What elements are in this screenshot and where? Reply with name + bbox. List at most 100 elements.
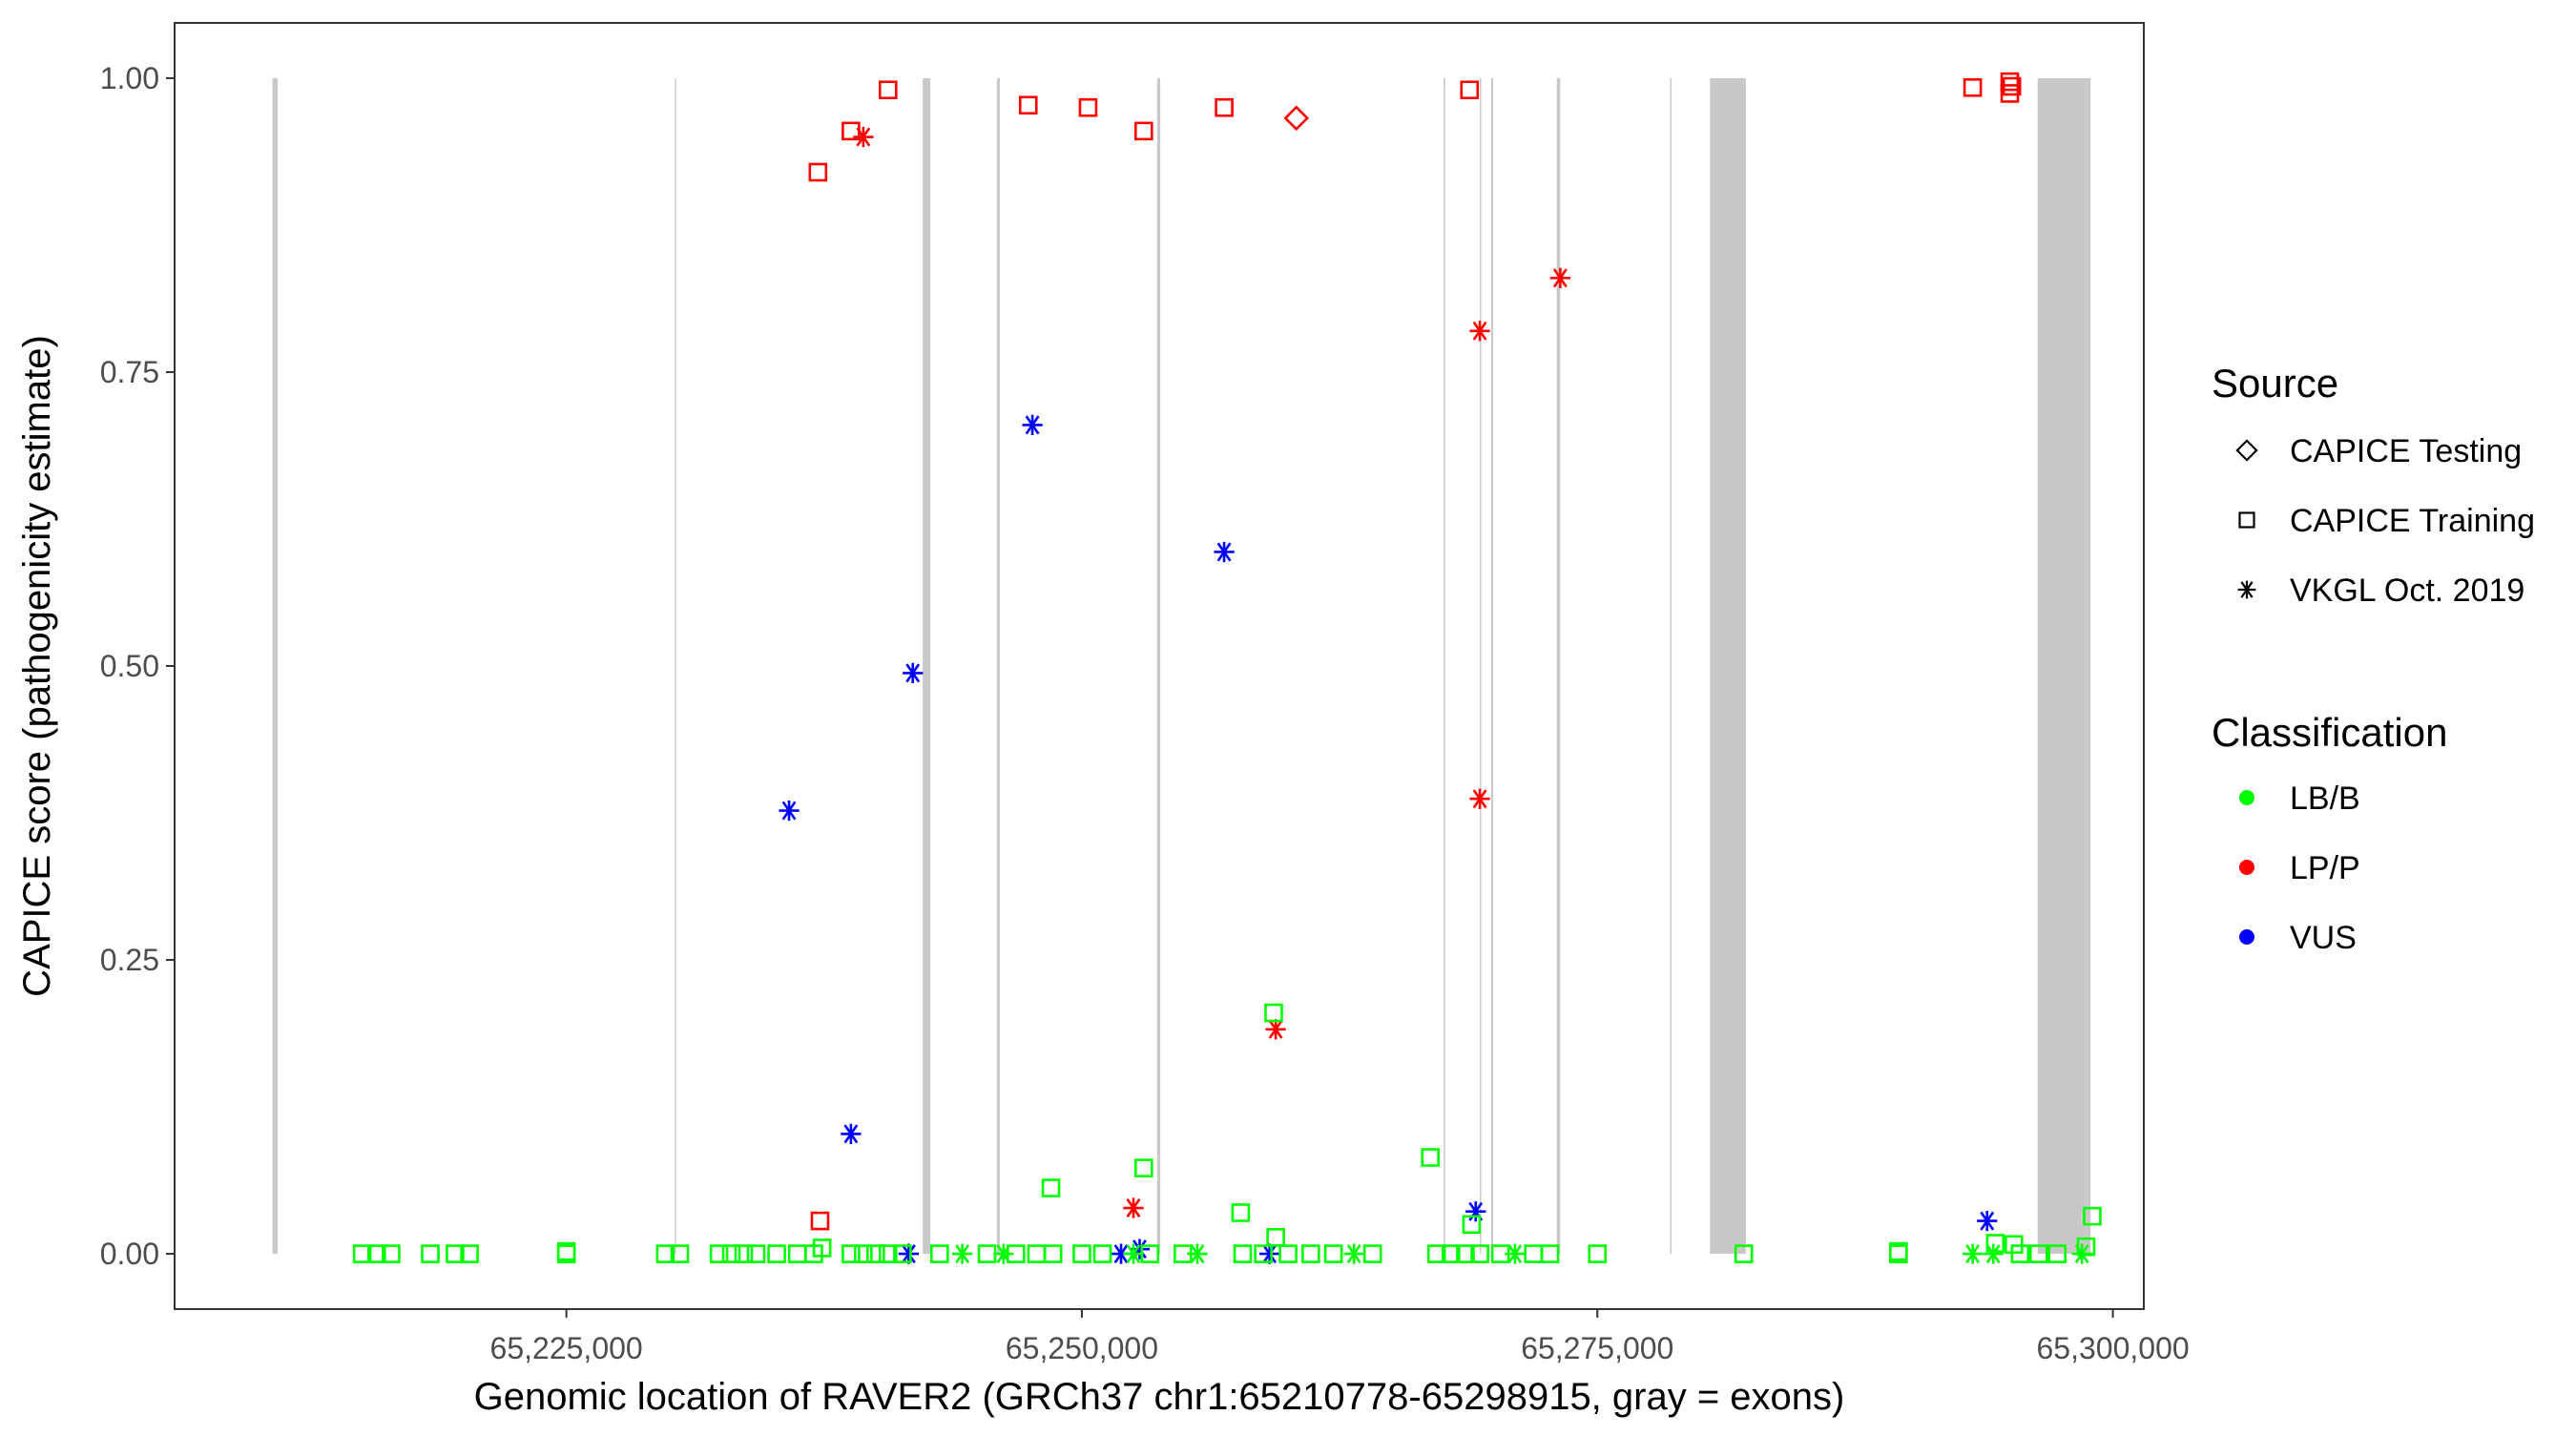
data-point-lb-b-square-51 bbox=[556, 1244, 576, 1263]
exon-band-9 bbox=[1556, 77, 1561, 1255]
legend-source-label: CAPICE Training bbox=[2290, 503, 2535, 539]
data-point-lp-p-square-6 bbox=[1078, 97, 1098, 117]
data-point-lp-p-asterisk-18 bbox=[1265, 1019, 1286, 1040]
data-point-lb-b-square-44 bbox=[352, 1244, 372, 1263]
data-point-vus-asterisk-31 bbox=[1259, 1243, 1280, 1264]
data-point-lp-p-square-12 bbox=[2000, 72, 2020, 92]
data-point-lb-b-square-46 bbox=[382, 1244, 401, 1263]
data-point-lb-b-square-60 bbox=[804, 1244, 823, 1263]
y-tick-label: 0.00 bbox=[100, 1237, 159, 1271]
data-point-lb-b-square-97 bbox=[1889, 1244, 1908, 1263]
data-point-lb-b-square-56 bbox=[734, 1244, 754, 1263]
data-point-lb-b-square-73 bbox=[1072, 1244, 1091, 1263]
x-tick-label: 65,250,000 bbox=[1006, 1331, 1158, 1365]
legend-source: Source CAPICE Testing CAPICE Training VKGL… bbox=[2212, 361, 2535, 609]
data-point-lb-b-square-49 bbox=[460, 1244, 479, 1263]
data-point-lb-b-square-93 bbox=[1540, 1244, 1560, 1263]
x-axis-title: Genomic location of RAVER2 (GRCh37 chr1:… bbox=[474, 1376, 1845, 1418]
data-point-vus-asterisk-23 bbox=[903, 662, 924, 684]
data-point-lb-b-square-58 bbox=[767, 1244, 786, 1263]
data-point-lp-p-asterisk-4 bbox=[853, 126, 874, 148]
data-point-lb-b-square-32 bbox=[1264, 1003, 1283, 1023]
data-point-lb-b-square-101 bbox=[2028, 1244, 2048, 1263]
y-axis-ticks: 0.00 0.25 0.50 0.75 1.00 bbox=[100, 61, 175, 1271]
exon-band-1 bbox=[272, 77, 279, 1255]
data-point-lb-b-square-72 bbox=[1043, 1244, 1063, 1263]
data-point-lp-p-square-7 bbox=[1133, 121, 1153, 141]
data-point-lp-p-square-8 bbox=[1215, 97, 1234, 117]
data-point-lb-b-square-48 bbox=[446, 1244, 465, 1263]
legend-key-dot-icon bbox=[2239, 860, 2254, 875]
data-point-vus-asterisk-28 bbox=[898, 1243, 920, 1264]
legend-classification-label: LB/B bbox=[2290, 780, 2360, 817]
data-point-lb-b-square-34 bbox=[1133, 1158, 1153, 1177]
data-point-lb-b-square-87 bbox=[1442, 1244, 1461, 1263]
legend-classification: Classification LB/B LP/P VUS bbox=[2212, 710, 2447, 956]
data-point-lb-b-square-102 bbox=[2047, 1244, 2067, 1263]
exon-band-4 bbox=[996, 77, 1000, 1255]
exon-band-5 bbox=[1156, 77, 1161, 1255]
data-point-lb-b-asterisk-99 bbox=[1983, 1243, 2004, 1264]
data-point-vus-asterisk-25 bbox=[841, 1123, 862, 1145]
data-point-lp-p-square-5 bbox=[1018, 95, 1038, 115]
data-point-lp-p-asterisk-19 bbox=[1123, 1197, 1144, 1218]
data-point-lb-b-square-47 bbox=[421, 1244, 440, 1263]
data-point-lb-b-square-35 bbox=[1041, 1178, 1061, 1197]
data-point-lb-b-square-100 bbox=[2010, 1244, 2030, 1263]
legend-source-title: Source bbox=[2212, 361, 2338, 406]
data-point-lp-p-square-3 bbox=[878, 80, 898, 100]
data-point-lb-b-square-94 bbox=[1588, 1244, 1608, 1263]
data-point-lb-b-square-36 bbox=[1231, 1203, 1251, 1222]
exon-band-10 bbox=[1670, 77, 1672, 1255]
data-point-lb-b-square-53 bbox=[670, 1244, 690, 1263]
exon-band-6 bbox=[1444, 77, 1445, 1255]
exon-band-3 bbox=[923, 77, 931, 1255]
exons-layer bbox=[272, 77, 2091, 1255]
data-point-lb-b-square-63 bbox=[866, 1244, 885, 1263]
legend-key-dot-icon bbox=[2239, 790, 2254, 805]
data-point-lp-p-square-14 bbox=[2000, 84, 2020, 103]
data-point-lb-b-square-83 bbox=[1323, 1244, 1343, 1263]
data-point-lp-p-diamond-9 bbox=[1283, 105, 1310, 132]
data-point-lb-b-square-38 bbox=[1462, 1215, 1482, 1235]
data-point-lb-b-square-89 bbox=[1470, 1244, 1489, 1263]
legend-key-asterisk-icon bbox=[2237, 580, 2256, 599]
data-point-lb-b-asterisk-103 bbox=[2071, 1243, 2092, 1264]
data-point-lb-b-square-62 bbox=[854, 1244, 873, 1263]
x-axis-ticks: 65,225,000 65,250,000 65,275,000 65,300,000 bbox=[490, 1309, 2190, 1365]
legend-classification-title: Classification bbox=[2212, 710, 2447, 755]
exon-band-12 bbox=[2037, 77, 2091, 1255]
legend-source-label: CAPICE Testing bbox=[2290, 433, 2522, 469]
data-point-lp-p-asterisk-16 bbox=[1469, 321, 1490, 342]
data-point-lp-p-square-11 bbox=[1963, 77, 1983, 97]
data-point-lp-p-asterisk-17 bbox=[1469, 788, 1490, 809]
data-point-vus-asterisk-22 bbox=[1214, 541, 1235, 563]
data-point-lb-b-square-45 bbox=[367, 1244, 386, 1263]
legend-key-diamond-icon bbox=[2235, 439, 2258, 462]
data-point-lb-b-square-52 bbox=[655, 1244, 675, 1263]
y-axis-title: CAPICE score (pathogenicity estimate) bbox=[16, 335, 58, 997]
data-point-lb-b-asterisk-75 bbox=[1123, 1243, 1144, 1264]
legend-source-label: VKGL Oct. 2019 bbox=[2290, 572, 2524, 609]
data-point-lb-b-square-33 bbox=[1421, 1148, 1441, 1167]
data-point-lb-b-asterisk-78 bbox=[1187, 1243, 1208, 1264]
data-point-vus-asterisk-21 bbox=[1022, 414, 1043, 436]
data-point-lb-b-square-74 bbox=[1092, 1244, 1112, 1263]
data-point-lb-b-square-41 bbox=[2005, 1235, 2024, 1255]
data-point-lb-b-square-85 bbox=[1362, 1244, 1382, 1263]
legend-key-square-icon bbox=[2238, 511, 2255, 529]
data-point-lb-b-square-57 bbox=[746, 1244, 766, 1263]
data-point-lb-b-square-66 bbox=[930, 1244, 949, 1263]
data-point-lb-b-square-79 bbox=[1233, 1244, 1253, 1263]
data-point-lb-b-square-86 bbox=[1426, 1244, 1446, 1263]
y-tick-label: 1.00 bbox=[100, 61, 159, 95]
data-point-vus-asterisk-29 bbox=[1111, 1243, 1132, 1264]
y-tick-label: 0.50 bbox=[100, 649, 159, 683]
data-point-lb-b-square-88 bbox=[1456, 1244, 1475, 1263]
data-point-lp-p-square-20 bbox=[810, 1211, 830, 1231]
exon-band-8 bbox=[1490, 77, 1494, 1255]
legend-classification-label: LP/P bbox=[2290, 850, 2360, 886]
data-point-lb-b-asterisk-91 bbox=[1505, 1243, 1526, 1264]
x-tick-label: 65,275,000 bbox=[1521, 1331, 1673, 1365]
